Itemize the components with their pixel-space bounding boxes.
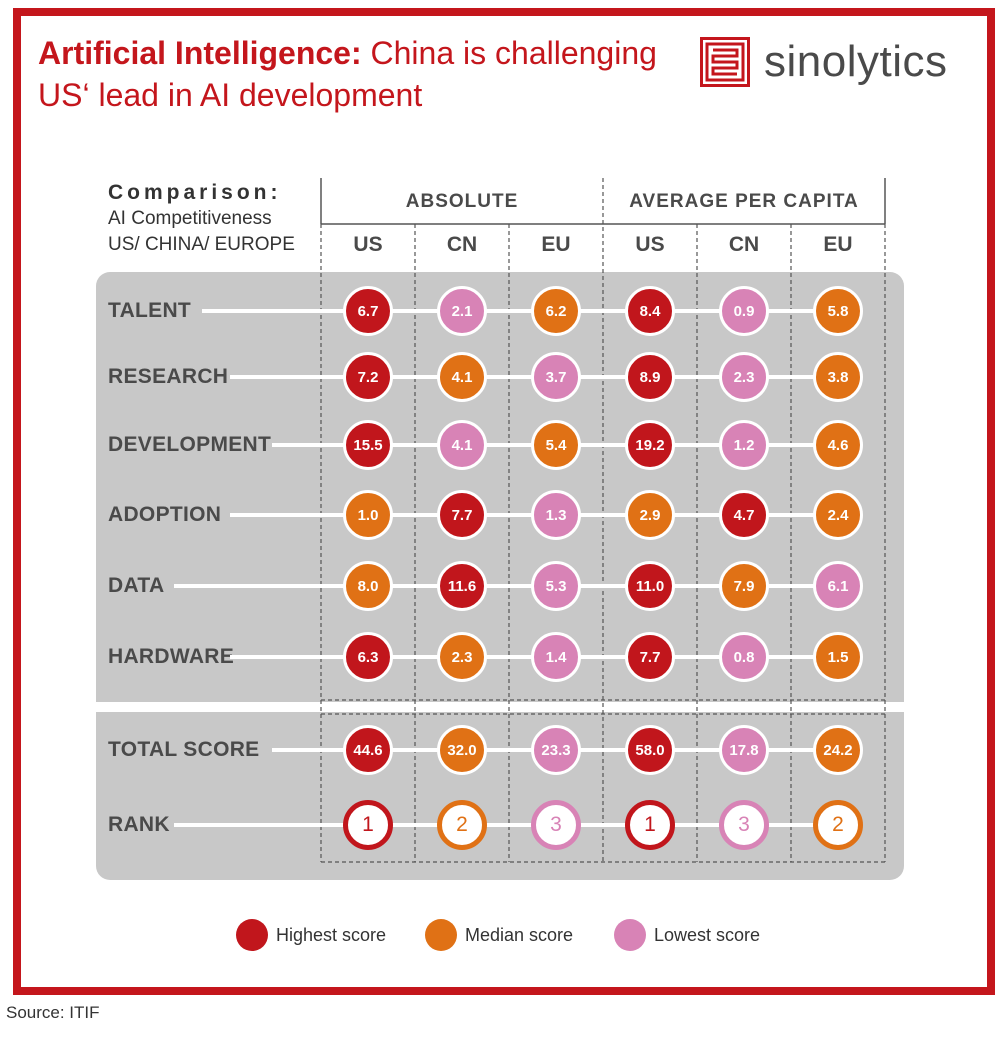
score-dot-hardware-eu-pc: 1.5 bbox=[813, 632, 863, 682]
comparison-subtitle-2: US/ CHINA/ EUROPE bbox=[108, 234, 295, 255]
row-label-development: DEVELOPMENT bbox=[108, 433, 272, 456]
row-label-rank: RANK bbox=[108, 813, 170, 836]
score-dot-data-cn-pc: 7.9 bbox=[719, 561, 769, 611]
col-header-us-abs: US bbox=[353, 233, 383, 256]
group-header-absolute: ABSOLUTE bbox=[405, 191, 519, 212]
score-dot-development-cn-abs: 4.1 bbox=[437, 420, 487, 470]
col-header-cn-pc: CN bbox=[728, 233, 760, 256]
row-label-adoption: ADOPTION bbox=[108, 503, 222, 526]
brand-logo: sinolytics bbox=[700, 36, 948, 88]
score-dot-total-score-eu-pc: 24.2 bbox=[813, 725, 863, 775]
legend-label-lowest: Lowest score bbox=[654, 924, 761, 945]
score-dot-rank-cn-abs: 2 bbox=[437, 800, 487, 850]
score-dot-hardware-eu-abs: 1.4 bbox=[531, 632, 581, 682]
source-note: Source: ITIF bbox=[6, 1003, 100, 1022]
legend-swatch-highest bbox=[236, 919, 268, 951]
score-dot-adoption-eu-pc: 2.4 bbox=[813, 490, 863, 540]
legend-item-highest: Highest score bbox=[236, 918, 386, 952]
score-dot-talent-us-abs: 6.7 bbox=[343, 286, 393, 336]
page-title: Artificial Intelligence: China is challe… bbox=[38, 32, 678, 116]
score-dot-data-us-abs: 8.0 bbox=[343, 561, 393, 611]
score-dot-hardware-cn-pc: 0.8 bbox=[719, 632, 769, 682]
score-dot-adoption-us-abs: 1.0 bbox=[343, 490, 393, 540]
score-dot-hardware-cn-abs: 2.3 bbox=[437, 632, 487, 682]
score-dot-data-eu-pc: 6.1 bbox=[813, 561, 863, 611]
score-dot-development-us-abs: 15.5 bbox=[343, 420, 393, 470]
score-dot-rank-eu-abs: 3 bbox=[531, 800, 581, 850]
score-dot-total-score-us-abs: 44.6 bbox=[343, 725, 393, 775]
row-label-total-score: TOTAL SCORE bbox=[108, 738, 260, 761]
legend-label-highest: Highest score bbox=[276, 924, 387, 945]
score-dot-total-score-eu-abs: 23.3 bbox=[531, 725, 581, 775]
score-dot-development-us-pc: 19.2 bbox=[625, 420, 675, 470]
score-dot-hardware-us-abs: 6.3 bbox=[343, 632, 393, 682]
score-dot-data-cn-abs: 11.6 bbox=[437, 561, 487, 611]
score-dot-rank-cn-pc: 3 bbox=[719, 800, 769, 850]
score-dot-rank-us-pc: 1 bbox=[625, 800, 675, 850]
score-dot-research-eu-abs: 3.7 bbox=[531, 352, 581, 402]
legend-item-median: Median score bbox=[425, 918, 573, 952]
score-dot-research-cn-pc: 2.3 bbox=[719, 352, 769, 402]
score-dot-data-eu-abs: 5.3 bbox=[531, 561, 581, 611]
col-header-eu-pc: EU bbox=[823, 233, 853, 256]
row-connector-rank bbox=[174, 823, 838, 827]
score-dot-data-us-pc: 11.0 bbox=[625, 561, 675, 611]
score-dot-talent-eu-pc: 5.8 bbox=[813, 286, 863, 336]
score-dot-total-score-cn-pc: 17.8 bbox=[719, 725, 769, 775]
score-dot-research-cn-abs: 4.1 bbox=[437, 352, 487, 402]
score-dot-talent-eu-abs: 6.2 bbox=[531, 286, 581, 336]
col-header-cn-abs: CN bbox=[446, 233, 478, 256]
score-dot-rank-us-abs: 1 bbox=[343, 800, 393, 850]
score-dot-hardware-us-pc: 7.7 bbox=[625, 632, 675, 682]
score-dot-talent-cn-abs: 2.1 bbox=[437, 286, 487, 336]
sinolytics-logo-icon bbox=[700, 37, 750, 87]
score-dot-research-us-abs: 7.2 bbox=[343, 352, 393, 402]
row-connector-talent bbox=[202, 309, 838, 313]
row-label-research: RESEARCH bbox=[108, 365, 229, 388]
title-bold: Artificial Intelligence: bbox=[38, 35, 362, 71]
score-panel bbox=[96, 272, 904, 880]
score-dot-talent-cn-pc: 0.9 bbox=[719, 286, 769, 336]
title-rest: China is challenging US‘ lead in AI deve… bbox=[38, 35, 657, 113]
score-dot-research-eu-pc: 3.8 bbox=[813, 352, 863, 402]
legend-swatch-median bbox=[425, 919, 457, 951]
score-dot-adoption-cn-pc: 4.7 bbox=[719, 490, 769, 540]
score-dot-development-cn-pc: 1.2 bbox=[719, 420, 769, 470]
score-dot-adoption-us-pc: 2.9 bbox=[625, 490, 675, 540]
score-dot-talent-us-pc: 8.4 bbox=[625, 286, 675, 336]
row-label-data: DATA bbox=[108, 574, 165, 597]
col-header-us-pc: US bbox=[635, 233, 665, 256]
comparison-subtitle-1: AI Competitiveness bbox=[108, 208, 272, 229]
row-connector-data bbox=[174, 584, 838, 588]
score-dot-total-score-us-pc: 58.0 bbox=[625, 725, 675, 775]
group-header-per-capita: AVERAGE PER CAPITA bbox=[629, 191, 859, 212]
score-dot-total-score-cn-abs: 32.0 bbox=[437, 725, 487, 775]
score-dot-development-eu-abs: 5.4 bbox=[531, 420, 581, 470]
col-header-eu-abs: EU bbox=[541, 233, 571, 256]
comparison-heading: Comparison: AI Competitiveness US/ CHINA… bbox=[108, 180, 295, 258]
row-label-talent: TALENT bbox=[108, 299, 192, 322]
panel-separator bbox=[96, 702, 904, 712]
legend: Highest score Median score Lowest score bbox=[0, 918, 1000, 952]
score-dot-development-eu-pc: 4.6 bbox=[813, 420, 863, 470]
score-dot-adoption-cn-abs: 7.7 bbox=[437, 490, 487, 540]
row-label-hardware: HARDWARE bbox=[108, 645, 235, 668]
score-dot-rank-eu-pc: 2 bbox=[813, 800, 863, 850]
legend-label-median: Median score bbox=[465, 924, 574, 945]
score-dot-research-us-pc: 8.9 bbox=[625, 352, 675, 402]
legend-item-lowest: Lowest score bbox=[614, 918, 760, 952]
brand-name: sinolytics bbox=[764, 37, 948, 86]
comparison-title: Comparison: bbox=[108, 181, 282, 204]
score-dot-adoption-eu-abs: 1.3 bbox=[531, 490, 581, 540]
legend-swatch-lowest bbox=[614, 919, 646, 951]
